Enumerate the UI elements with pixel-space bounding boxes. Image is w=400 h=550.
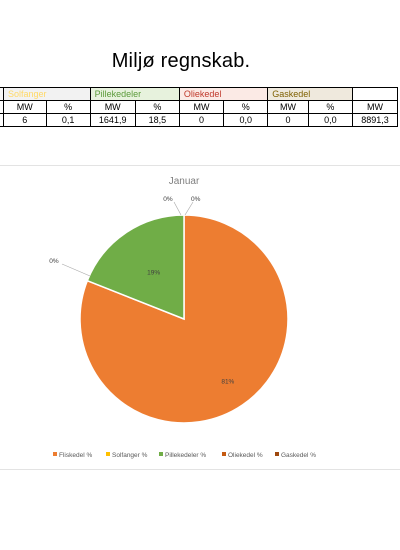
value-cell: 0,0 xyxy=(307,113,353,127)
value-cell: 0,1 xyxy=(45,113,91,127)
pie-slice-pillekedeler xyxy=(86,214,185,321)
header-cell: MW xyxy=(3,100,47,114)
value-cell: 8891,3 xyxy=(351,113,399,127)
data-label: 0% xyxy=(163,196,173,203)
group-cell-solfanger: Solfanger xyxy=(3,87,91,101)
legend-swatch xyxy=(222,452,226,456)
leader-line xyxy=(61,263,91,277)
header-cell: MW xyxy=(267,100,309,114)
value-row: 6 0,1 1641,9 18,5 0 0,0 0 0,0 8891,3 xyxy=(0,113,399,127)
legend-entry: Fliskedel % xyxy=(59,452,92,459)
data-label: 0% xyxy=(49,258,59,265)
header-cell: % xyxy=(45,100,91,114)
header-cell: % xyxy=(307,100,353,114)
value-cell xyxy=(0,113,4,127)
value-cell: 0,0 xyxy=(223,113,269,127)
group-cell-pillekedeler: Pillekedeler xyxy=(89,87,180,101)
legend-entry: Gaskedel % xyxy=(281,452,316,459)
group-header-row: Solfanger Pillekedeler Oliekedel Gaskede… xyxy=(0,87,399,101)
leader-line xyxy=(173,201,182,216)
energy-table: Solfanger Pillekedeler Oliekedel Gaskede… xyxy=(0,87,399,127)
legend-swatch xyxy=(275,452,279,456)
group-cell-oliekedel: Oliekedel xyxy=(178,87,269,101)
legend-entry: Oliekedel % xyxy=(228,452,263,459)
value-cell: 1641,9 xyxy=(89,113,136,127)
value-cell: 0 xyxy=(178,113,225,127)
legend-entry: Pillekedeler % xyxy=(165,452,206,459)
header-cell: % xyxy=(134,100,180,114)
value-cell: 6 xyxy=(3,113,47,127)
group-cell-total xyxy=(351,87,399,101)
header-cell: % xyxy=(223,100,269,114)
legend-swatch xyxy=(159,452,163,456)
legend-swatch xyxy=(53,452,57,456)
data-label: 81% xyxy=(221,379,234,386)
chart-area: Januar 81% 0% 19% 0% 0% Fliskedel % Solfanger … xyxy=(0,165,400,470)
chart-title: Januar xyxy=(169,176,200,187)
header-cell: MW xyxy=(178,100,225,114)
data-label: 0% xyxy=(191,196,201,203)
header-cell: MW xyxy=(351,100,399,114)
pie-chart: Januar 81% 0% 19% 0% 0% Fliskedel % Solfanger … xyxy=(49,176,316,459)
data-label: 19% xyxy=(147,269,160,276)
legend-swatch xyxy=(106,452,110,456)
leader-line xyxy=(184,201,194,216)
value-cell: 18,5 xyxy=(134,113,180,127)
page-title: Miljø regnskab. xyxy=(111,50,251,72)
value-cell: 0 xyxy=(267,113,309,127)
group-cell-gaskedel: Gaskedel xyxy=(267,87,353,101)
header-cell: MW xyxy=(89,100,136,114)
unit-header-row: MW % MW % MW % MW % MW xyxy=(0,100,399,114)
legend-entry: Solfanger % xyxy=(112,452,148,459)
